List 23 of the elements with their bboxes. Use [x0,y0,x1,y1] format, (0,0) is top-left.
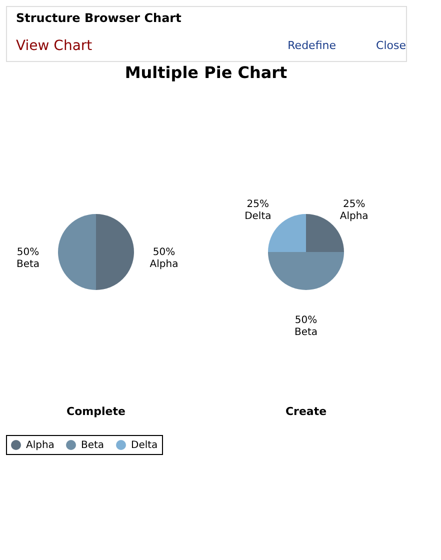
slice-label: Alpha [150,259,178,270]
pie-slice [58,214,96,290]
text: Multiple Pie Chart [124,63,288,82]
pie-slice [96,214,134,290]
data-label: 25% [342,198,366,210]
legend-label: Alpha [26,440,54,451]
pie-slice [268,252,344,290]
slice-label: Alpha [340,210,368,222]
text: Create [285,405,327,418]
slice-label: Beta [294,327,318,338]
legend-label: Beta [81,440,104,451]
text: View Chart [16,38,93,54]
data-label: 50% [152,247,176,258]
text: Complete [66,405,126,418]
legend-label: Delta [131,440,158,451]
slice-label: Delta [244,210,272,222]
text: Structure Browser Chart [16,11,182,25]
data-label: 50% [294,315,318,326]
data-label: 25% [246,198,270,210]
data-label: 50% [16,247,40,258]
slice-label: Beta [16,259,40,270]
text: Redefine [288,39,336,52]
text: Close [376,39,406,52]
